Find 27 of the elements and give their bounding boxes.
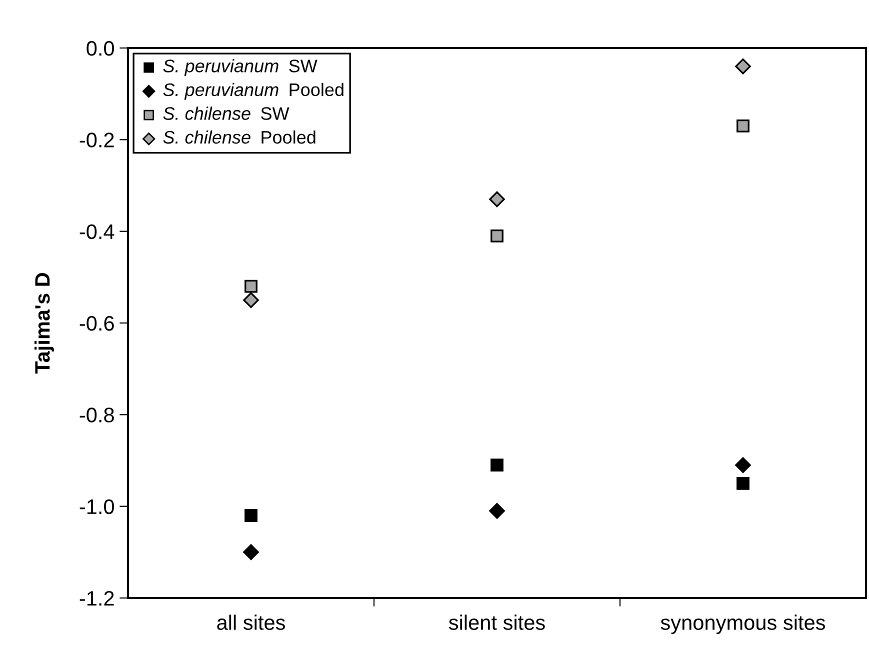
point (243, 544, 259, 560)
point (736, 476, 750, 490)
y-tick-label: 0.0 (86, 41, 114, 56)
point (243, 292, 259, 308)
y-tick-label: -1.2 (80, 591, 114, 606)
point (244, 509, 258, 522)
x-tick-label: all sites (217, 614, 285, 630)
point (735, 457, 751, 473)
legend-label: S. peruvianum Pooled (163, 82, 344, 100)
legend-label: S. chilense SW (163, 106, 290, 120)
point (489, 191, 505, 208)
x-tick-label: synonymous sites (660, 614, 826, 634)
y-tick-label: -0.8 (80, 408, 114, 422)
legend-label: S. peruvianum SW (163, 59, 318, 76)
legend-label: S. chilense Pooled (163, 130, 316, 144)
point (490, 229, 504, 242)
x-tick-label: silent sites (448, 614, 545, 630)
point (489, 503, 505, 519)
point (735, 58, 751, 74)
y-tick-label: -0.2 (80, 132, 114, 148)
y-tick-label: -0.4 (80, 224, 114, 240)
y-tick-label: -0.6 (80, 316, 114, 331)
y-axis-title: Tajima's D (34, 272, 54, 374)
point (244, 280, 258, 293)
point (490, 458, 504, 472)
point (736, 119, 750, 132)
y-tick-label: -1.0 (80, 499, 114, 514)
